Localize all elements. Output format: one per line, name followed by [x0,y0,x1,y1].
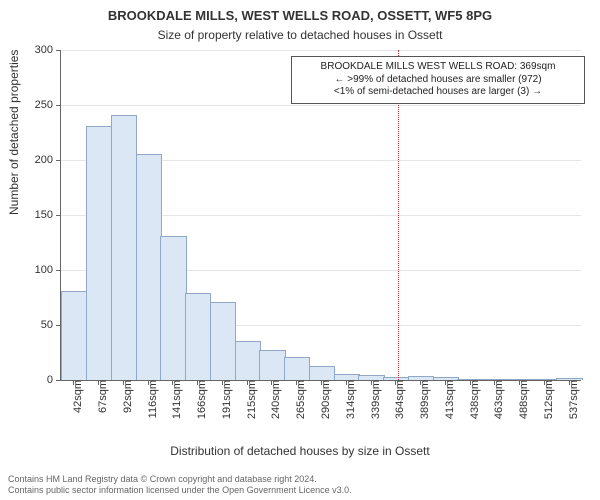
y-tick-label: 250 [35,99,61,111]
footer-line-1: Contains HM Land Registry data © Crown c… [8,474,352,485]
footer-line-2: Contains public sector information licen… [8,485,352,496]
chart-subtitle: Size of property relative to detached ho… [0,28,600,42]
x-tick-label: 463sqm [487,380,505,419]
x-tick-label: 290sqm [314,380,332,419]
y-axis-label: Number of detached properties [7,50,21,215]
x-tick-label: 166sqm [190,380,208,419]
annotation-line: ← >99% of detached houses are smaller (9… [298,74,578,87]
y-tick-label: 0 [47,374,61,386]
x-tick-label: 364sqm [388,380,406,419]
annotation-line: BROOKDALE MILLS WEST WELLS ROAD: 369sqm [298,61,578,74]
chart-container: BROOKDALE MILLS, WEST WELLS ROAD, OSSETT… [0,0,600,500]
x-tick-label: 512sqm [537,380,555,419]
annotation-line: <1% of semi-detached houses are larger (… [298,86,578,99]
x-tick-label: 191sqm [215,380,233,419]
x-tick-label: 116sqm [140,380,158,418]
y-tick-label: 50 [41,319,61,331]
x-tick-label: 92sqm [116,380,134,413]
histogram-bar [284,357,310,380]
histogram-bar [86,126,112,380]
y-tick-label: 200 [35,154,61,166]
histogram-bar [210,302,236,380]
histogram-bar [111,115,137,380]
gridline [61,50,581,51]
plot-area: 05010015020025030042sqm67sqm92sqm116sqm1… [60,50,581,381]
x-tick-label: 240sqm [264,380,282,419]
x-tick-label: 389sqm [413,380,431,419]
chart-title: BROOKDALE MILLS, WEST WELLS ROAD, OSSETT… [0,8,600,23]
histogram-bar [136,154,162,381]
y-tick-label: 150 [35,209,61,221]
histogram-bar [259,350,285,380]
x-tick-label: 314sqm [339,380,357,419]
x-tick-label: 488sqm [512,380,530,419]
histogram-bar [61,291,87,380]
x-tick-label: 438sqm [462,380,480,419]
x-tick-label: 413sqm [438,380,456,419]
x-tick-label: 141sqm [165,380,183,419]
x-tick-label: 42sqm [66,380,84,413]
annotation-box: BROOKDALE MILLS WEST WELLS ROAD: 369sqm←… [291,56,585,104]
histogram-bar [185,293,211,380]
histogram-bar [309,366,335,380]
y-tick-label: 100 [35,264,61,276]
y-tick-label: 300 [35,44,61,56]
x-tick-label: 215sqm [240,380,258,419]
x-tick-label: 67sqm [91,380,109,413]
x-axis-label: Distribution of detached houses by size … [0,444,600,458]
histogram-bar [235,341,261,381]
x-tick-label: 339sqm [363,380,381,419]
x-tick-label: 537sqm [561,380,579,419]
x-tick-label: 265sqm [289,380,307,419]
histogram-bar [160,236,186,380]
gridline [61,105,581,106]
footer-attribution: Contains HM Land Registry data © Crown c… [8,474,352,497]
